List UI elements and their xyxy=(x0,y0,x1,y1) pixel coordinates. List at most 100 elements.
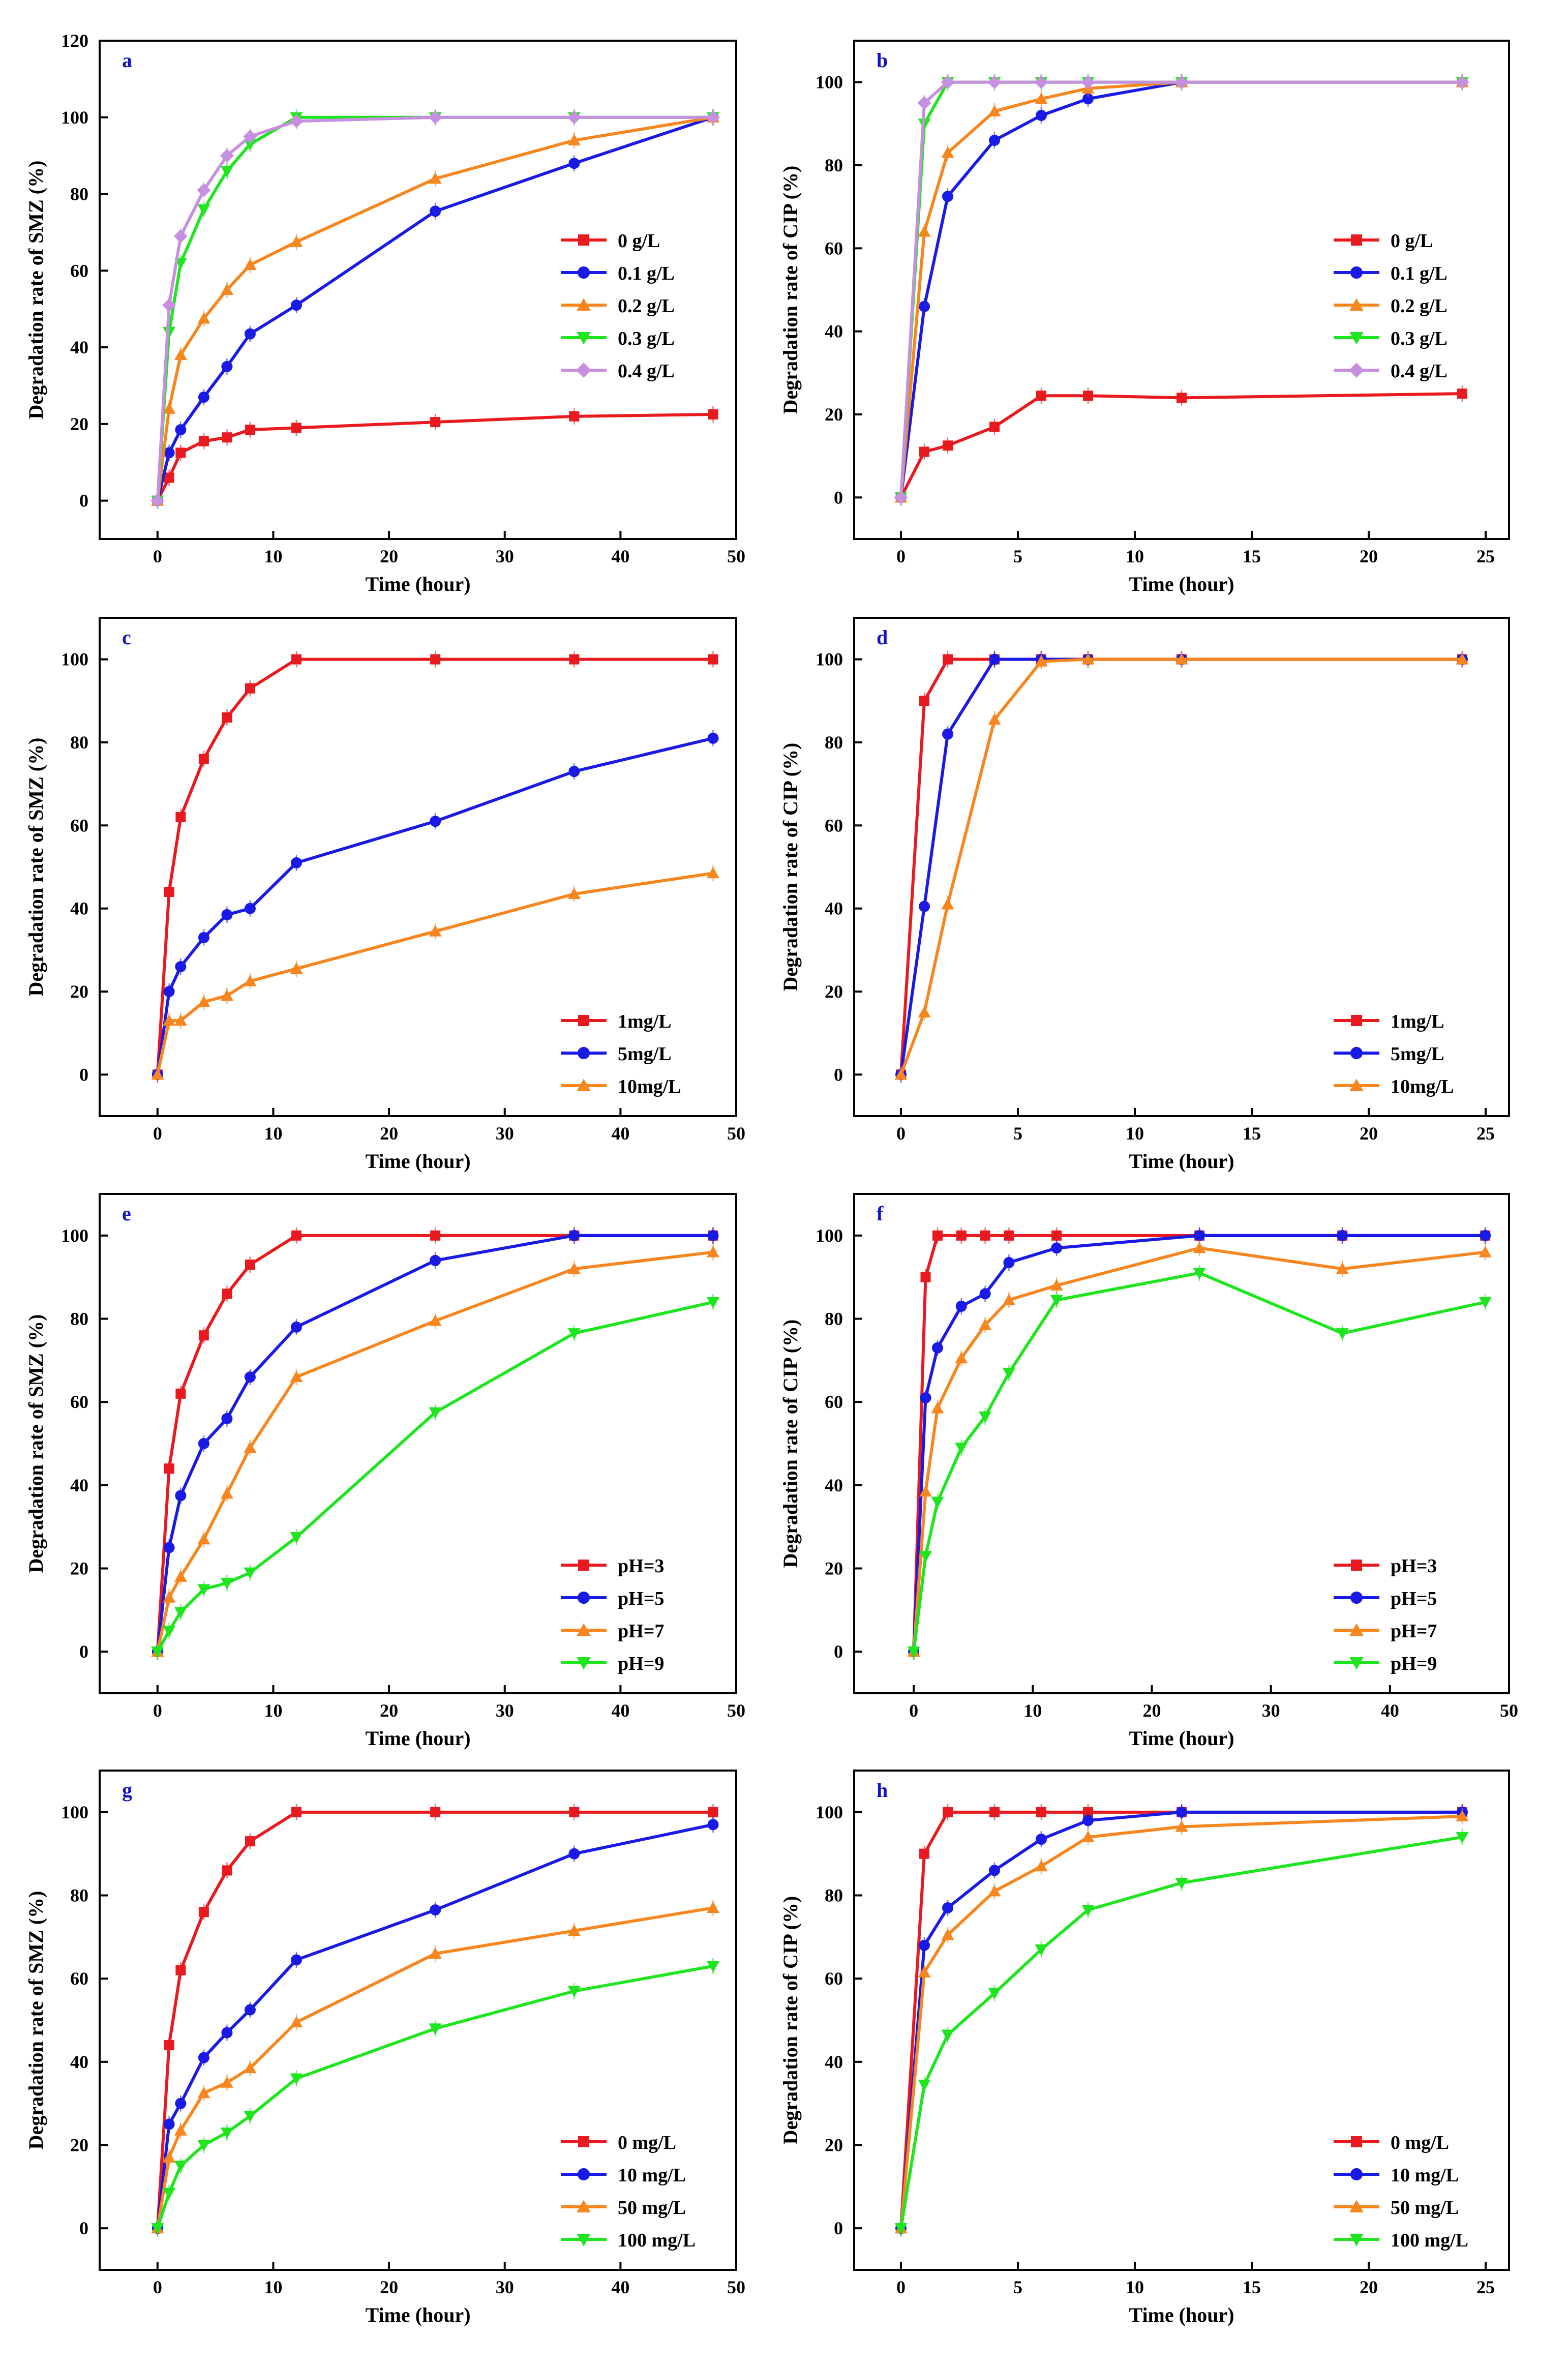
data-point xyxy=(706,1961,719,1973)
y-tick-label: 0 xyxy=(79,491,88,511)
data-point xyxy=(150,494,165,508)
data-point xyxy=(1036,110,1047,121)
series-line xyxy=(156,413,713,501)
data-point xyxy=(1174,75,1189,89)
y-tick-label: 40 xyxy=(825,898,843,919)
x-tick-label: 40 xyxy=(1381,1700,1399,1721)
x-axis-title: Time (hour) xyxy=(1129,2303,1234,2326)
data-point xyxy=(706,866,719,879)
data-point xyxy=(1175,653,1188,665)
data-point xyxy=(175,812,186,822)
y-tick-label: 20 xyxy=(70,414,88,434)
data-point xyxy=(956,1230,967,1241)
y-tick-label: 100 xyxy=(61,649,88,670)
data-point xyxy=(955,1352,968,1364)
x-axis-title: Time (hour) xyxy=(1129,1727,1234,1750)
legend-entry: pH=9 xyxy=(561,1653,664,1674)
y-axis-title: Degradation rate of SMZ (%) xyxy=(24,738,47,997)
series-line xyxy=(156,1234,713,1652)
data-point xyxy=(244,2061,257,2074)
y-tick-label: 0 xyxy=(834,2218,843,2238)
y-tick-label: 40 xyxy=(825,2052,843,2072)
series-c-0 xyxy=(152,651,718,1083)
data-point xyxy=(988,105,1001,116)
data-point xyxy=(942,1902,953,1914)
x-axis-title: Time (hour) xyxy=(1129,573,1234,595)
y-tick-label: 60 xyxy=(70,260,88,281)
data-point xyxy=(1081,653,1095,665)
data-point xyxy=(1193,1268,1206,1279)
data-point xyxy=(174,1570,187,1582)
panel-e: 0 10 20 30 40 50 0 20 40 60 80 100 Time (hour) Degrad… xyxy=(24,1193,745,1750)
data-point xyxy=(989,1865,1000,1876)
data-point xyxy=(198,1330,209,1341)
data-point xyxy=(707,1230,719,1241)
panel-letter: e xyxy=(122,1202,131,1225)
data-point xyxy=(989,135,1000,146)
data-point xyxy=(198,1438,209,1449)
y-tick-label: 20 xyxy=(825,404,843,425)
data-point xyxy=(907,1646,920,1658)
legend-marker xyxy=(1349,1078,1364,1091)
data-point xyxy=(163,2118,175,2130)
y-axis-title: Degradation rate of CIP (%) xyxy=(779,1896,802,2145)
x-tick-label: 30 xyxy=(496,1123,514,1144)
legend-label: 50 mg/L xyxy=(1391,2197,1459,2219)
plot-frame xyxy=(99,40,737,540)
y-axis-title: Degradation rate of SMZ (%) xyxy=(24,1891,47,2150)
legend-entry: 0 g/L xyxy=(561,230,660,252)
y-tick-label: 80 xyxy=(70,1885,88,1906)
data-point xyxy=(175,1490,187,1502)
legend-entry: pH=7 xyxy=(1334,1621,1437,1642)
data-point xyxy=(1176,1806,1187,1818)
series-line xyxy=(912,1234,1486,1652)
legend-entry: 100 mg/L xyxy=(1334,2230,1468,2251)
legend-label: 5mg/L xyxy=(618,1043,672,1065)
y-tick-label: 100 xyxy=(61,107,88,128)
y-axis-title: Degradation rate of SMZ (%) xyxy=(24,1314,47,1573)
x-tick-label: 5 xyxy=(1013,2277,1022,2297)
x-tick-label: 30 xyxy=(496,2277,514,2297)
series-d-2 xyxy=(894,651,1469,1083)
x-tick-label: 40 xyxy=(611,1700,629,1721)
data-point xyxy=(290,299,302,311)
data-point xyxy=(175,2098,187,2109)
data-point xyxy=(163,1626,176,1637)
data-point xyxy=(567,1986,581,1998)
legend-entry: 0.4 g/L xyxy=(1334,361,1448,382)
x-tick-label: 10 xyxy=(1023,1700,1042,1721)
legend-label: 10 mg/L xyxy=(618,2165,686,2186)
data-point xyxy=(1035,1944,1048,1956)
legend-entry: 0.1 g/L xyxy=(561,263,675,284)
data-point xyxy=(164,1463,174,1474)
legend-marker xyxy=(1350,266,1363,279)
x-tick-label: 20 xyxy=(1360,2277,1378,2297)
data-point xyxy=(941,75,955,89)
data-point xyxy=(175,447,186,458)
data-point xyxy=(198,392,209,403)
series-line xyxy=(899,80,1462,498)
legend-entry: 0.2 g/L xyxy=(1334,295,1448,317)
data-point xyxy=(1479,1297,1492,1309)
series-line xyxy=(156,1906,713,2229)
legend-entry: pH=5 xyxy=(1334,1588,1437,1609)
series-a-0 xyxy=(152,406,718,509)
series-f-3 xyxy=(907,1265,1492,1660)
y-tick-label: 120 xyxy=(61,31,88,51)
x-tick-label: 10 xyxy=(1126,1123,1144,1144)
data-point xyxy=(220,2076,233,2088)
x-tick-label: 20 xyxy=(380,1123,398,1144)
legend-label: pH=7 xyxy=(618,1621,664,1642)
data-point xyxy=(567,1262,581,1274)
series-line xyxy=(899,657,1462,1075)
data-point xyxy=(943,440,953,451)
legend-label: pH=5 xyxy=(1391,1588,1437,1609)
legend-entry: 0.2 g/L xyxy=(561,295,675,317)
data-point xyxy=(955,1300,967,1312)
y-tick-label: 100 xyxy=(816,1225,843,1246)
data-point xyxy=(197,2086,210,2099)
data-point xyxy=(919,901,930,912)
data-point xyxy=(291,1230,301,1241)
y-tick-label: 20 xyxy=(70,2135,88,2155)
data-point xyxy=(151,1068,164,1080)
